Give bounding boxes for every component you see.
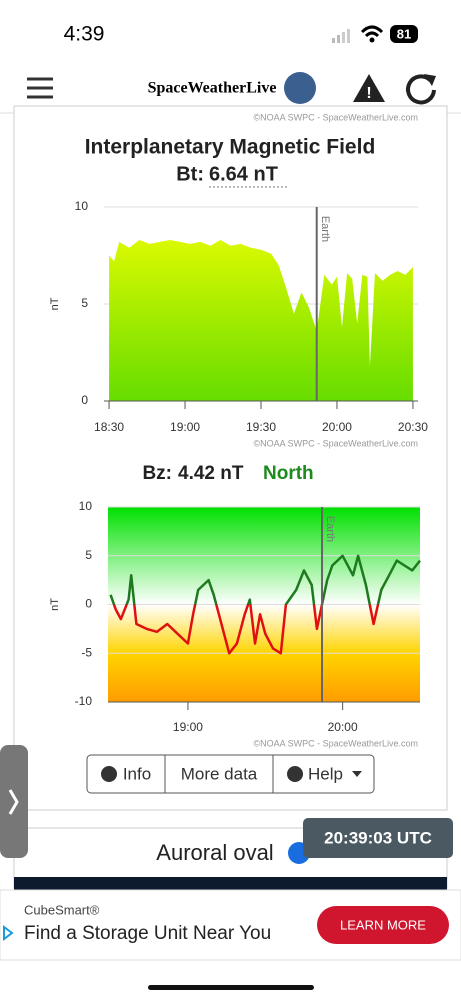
menu-button[interactable]: [27, 77, 53, 99]
x-tick-label: 19:00: [173, 720, 203, 734]
refresh-arrow: [424, 74, 436, 86]
y-tick-label: -5: [81, 645, 92, 659]
help-icon: [287, 766, 303, 782]
y-tick-label: -10: [75, 694, 93, 708]
y-tick-label: 0: [85, 597, 92, 611]
aurora-image: [14, 877, 447, 890]
home-indicator: [148, 985, 314, 990]
signal: [332, 29, 350, 43]
y-tick-label: 10: [79, 499, 93, 513]
alert-button[interactable]: [353, 74, 385, 102]
help-button[interactable]: Help: [308, 764, 343, 783]
status-time: 4:39: [64, 23, 105, 46]
utc-time: 20:39:03 UTC: [324, 828, 432, 847]
bt-area: [109, 240, 413, 401]
alert-mark: !: [366, 85, 371, 102]
side-tab-arrow: [8, 789, 19, 815]
bz-value: 4.42 nT: [178, 463, 244, 484]
ad-brand: CubeSmart®: [24, 902, 100, 917]
y-tick-label: 5: [85, 548, 92, 562]
ad-cta[interactable]: [317, 906, 449, 944]
x-tick-label: 20:00: [322, 420, 352, 434]
earth-label: Earth: [324, 516, 336, 542]
utc-pill: [303, 818, 453, 858]
bt-label: Bt:: [176, 163, 204, 185]
bz-label: Bz:: [142, 463, 172, 484]
battery-level: 81: [397, 26, 411, 41]
battery: [390, 25, 418, 43]
button-group: [86, 754, 375, 794]
earth-label: Earth: [319, 216, 331, 242]
info-button[interactable]: Info: [123, 764, 151, 783]
logo-globe: [284, 72, 316, 104]
y-axis-label: nT: [49, 598, 61, 611]
ad-choices[interactable]: [3, 925, 14, 941]
bz-line: [109, 554, 421, 655]
x-tick-label: 19:30: [246, 420, 276, 434]
brand[interactable]: SpaceWeatherLive: [148, 80, 277, 97]
wifi: [360, 25, 384, 38]
panel-title: Interplanetary Magnetic Field: [85, 136, 376, 159]
side-tab[interactable]: [0, 745, 28, 858]
aurora-title: Auroral oval: [156, 840, 273, 865]
y-axis-label: nT: [49, 297, 61, 310]
wifi-dot: [369, 37, 375, 43]
credit: ©NOAA SWPC - SpaceWeatherLive.com: [253, 438, 418, 448]
credit: ©NOAA SWPC - SpaceWeatherLive.com: [253, 738, 418, 748]
bt-value: 6.64 nT: [209, 163, 278, 185]
y-tick-label: 0: [81, 393, 88, 407]
refresh-button[interactable]: [406, 74, 436, 105]
info-icon: [101, 766, 117, 782]
y-tick-label: 5: [81, 296, 88, 310]
bz-direction: North: [263, 463, 314, 484]
more-data-button[interactable]: More data: [181, 764, 258, 783]
x-tick-label: 20:30: [398, 420, 428, 434]
y-tick-label: 10: [75, 199, 89, 213]
x-tick-label: 20:00: [328, 720, 358, 734]
x-tick-label: 18:30: [94, 420, 124, 434]
ad-cta-label: LEARN MORE: [340, 917, 426, 932]
dropdown-caret: [352, 771, 362, 777]
credit: ©NOAA SWPC - SpaceWeatherLive.com: [253, 112, 418, 122]
x-tick-label: 19:00: [170, 420, 200, 434]
ad-headline: Find a Storage Unit Near You: [24, 923, 271, 944]
